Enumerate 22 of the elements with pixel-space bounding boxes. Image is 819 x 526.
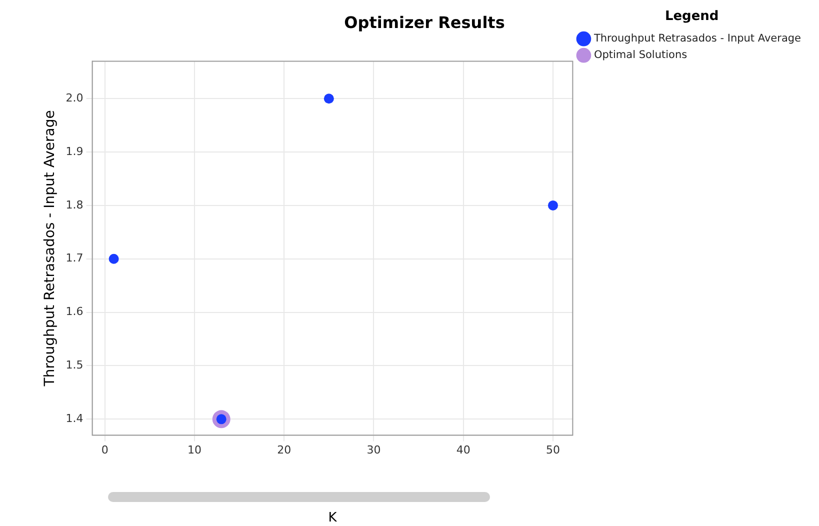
y-tick-label: 1.9	[66, 144, 84, 158]
point	[324, 94, 334, 104]
y-tick-label: 1.7	[66, 252, 84, 265]
y-tick-label: 1.4	[66, 412, 84, 426]
x-tick-label: 40	[456, 444, 470, 457]
y-tick-label: 1.8	[66, 198, 84, 212]
x-tick-label: 0	[101, 444, 108, 457]
y-axis-title: Throughput Retrasados - Input Average	[42, 110, 58, 388]
x-tick-label: 50	[546, 444, 560, 457]
y-tick-label: 1.6	[66, 305, 84, 318]
y-tick-label: 2.0	[66, 91, 84, 104]
legend-title: Legend	[664, 8, 719, 24]
chart-title: Optimizer Results	[344, 12, 505, 32]
x-tick-label: 10	[187, 444, 202, 457]
point	[548, 200, 558, 210]
x-axis-title: K	[328, 510, 338, 526]
point	[108, 254, 119, 264]
x-tick-label: 20	[277, 444, 292, 457]
legend-label: Throughput Retrasados - Input Average	[592, 32, 802, 45]
x-tick-label: 30	[366, 444, 381, 457]
y-tick-label: 1.5	[66, 358, 84, 372]
legend-label: Optimal Solutions	[594, 49, 688, 62]
